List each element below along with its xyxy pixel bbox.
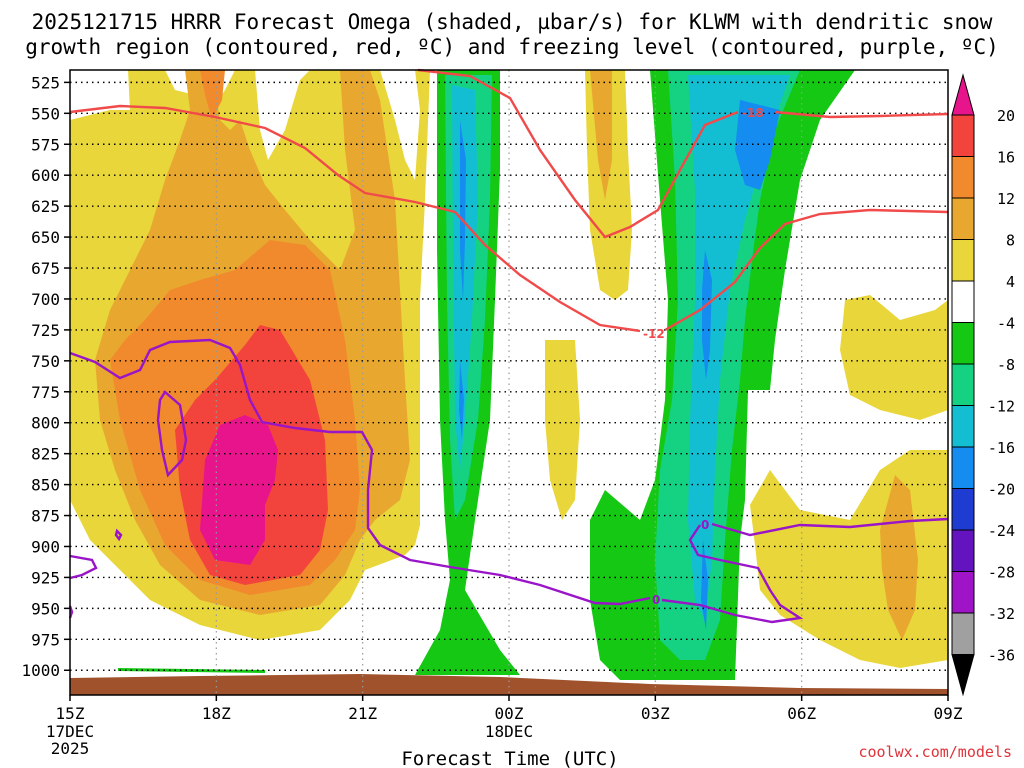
omega-fill-m12-m16-right xyxy=(688,75,790,620)
colorbar-label: 12 xyxy=(997,190,1015,208)
y-tick-label: 625 xyxy=(31,197,60,216)
omega-shading xyxy=(70,70,948,680)
x-tick-label: 03Z xyxy=(641,704,670,723)
omega-fill-4-8-right-upper xyxy=(840,295,948,420)
freezing-contour-main xyxy=(69,338,651,606)
colorbar-swatch xyxy=(951,239,975,282)
colorbar-swatch xyxy=(951,446,975,489)
colorbar-swatch xyxy=(951,114,975,157)
colorbar-swatch xyxy=(951,488,975,531)
y-tick-label: 925 xyxy=(31,568,60,587)
colorbar-label: -20 xyxy=(988,481,1015,499)
colorbar-swatch xyxy=(951,405,975,448)
colorbar-swatch xyxy=(951,571,975,614)
ground-fill xyxy=(70,674,948,695)
freezing-level-contours xyxy=(68,338,949,624)
dendritic-contours xyxy=(69,68,949,333)
y-tick-label: 525 xyxy=(31,73,60,92)
y-tick-label: 850 xyxy=(31,476,60,495)
chart-title-line2: growth region (contoured, red, ºC) and f… xyxy=(25,35,999,59)
omega-fill-8-12-right-lower xyxy=(880,475,918,640)
omega-fill-m16-m20-right xyxy=(735,100,780,190)
colorbar-swatch xyxy=(951,322,975,365)
x-axis-label: Forecast Time (UTC) xyxy=(401,748,618,768)
freezing-contour-far-right xyxy=(711,517,949,537)
freezing-contour-loop xyxy=(156,390,188,478)
freezing-contour-left-edge xyxy=(69,554,98,580)
omega-fill-m16-m20-right2 xyxy=(702,250,712,380)
colorbar-label: -8 xyxy=(997,356,1015,374)
colorbar-swatch xyxy=(951,197,975,240)
freezing-label-b: 0 xyxy=(701,518,709,532)
colorbar-label: -4 xyxy=(997,315,1015,333)
freezing-label-a: 0 xyxy=(652,593,660,607)
y-tick-label: 675 xyxy=(31,259,60,278)
omega-fill-4-8-right-lower xyxy=(750,450,948,668)
colorbar-label: 16 xyxy=(997,149,1015,167)
x-date-label: 18DEC xyxy=(485,722,533,741)
x-tick-label: 09Z xyxy=(934,704,963,723)
dendritic-contour-lower-right xyxy=(774,110,949,119)
x-tick-label: 06Z xyxy=(787,704,816,723)
colorbar-arrow-bottom xyxy=(951,654,975,697)
colorbar-swatch xyxy=(951,612,975,655)
y-tick-label: 575 xyxy=(31,135,60,154)
y-tick-label: 825 xyxy=(31,445,60,464)
credit-text: coolwx.com/models xyxy=(858,743,1012,761)
chart-title-line1: 2025121715 HRRR Forecast Omega (shaded, … xyxy=(32,10,993,34)
x-date-label: 2025 xyxy=(51,739,90,758)
y-axis: 525 550 575 600 625 650 675 700 725 750 775 800 825 8… xyxy=(21,73,70,680)
y-tick-label: 950 xyxy=(31,599,60,618)
colorbar-label: -32 xyxy=(988,605,1015,623)
colorbar-label: -16 xyxy=(988,439,1015,457)
y-tick-label: 775 xyxy=(31,383,60,402)
omega-fill-8-12-mid xyxy=(590,70,612,200)
colorbar-swatch xyxy=(951,363,975,406)
y-tick-label: 725 xyxy=(31,321,60,340)
y-tick-label: 600 xyxy=(31,166,60,185)
y-tick-label: 800 xyxy=(31,414,60,433)
omega-fill-gt20-left xyxy=(200,415,278,565)
colorbar-label: -12 xyxy=(988,398,1015,416)
x-tick-label: 21Z xyxy=(348,704,377,723)
y-tick-label: 550 xyxy=(31,104,60,123)
colorbar-label: 20 xyxy=(997,107,1015,125)
colorbar-arrow-top xyxy=(951,73,975,116)
colorbar-swatch xyxy=(951,529,975,572)
y-tick-label: 975 xyxy=(31,630,60,649)
colorbar-swatch xyxy=(951,280,975,323)
y-tick-label: 650 xyxy=(31,228,60,247)
dendritic-label-minus18: -18 xyxy=(742,106,764,120)
x-tick-label: 00Z xyxy=(495,704,524,723)
y-tick-label: 700 xyxy=(31,290,60,309)
dendritic-label-minus12: -12 xyxy=(643,327,665,341)
omega-fill-4-8-mid-lower xyxy=(545,340,580,520)
freezing-contour-small xyxy=(114,528,123,542)
omega-fill-m16-m20-mid xyxy=(460,120,466,300)
x-tick-label: 15Z xyxy=(56,704,85,723)
y-tick-label: 750 xyxy=(31,352,60,371)
colorbar-swatch xyxy=(951,156,975,199)
omega-fill-m16-m20-mid2 xyxy=(459,360,464,440)
colorbar-label: -24 xyxy=(988,522,1015,540)
dendritic-contour-upper-right xyxy=(664,208,949,332)
dendritic-contour-lower xyxy=(417,68,739,239)
dendritic-contour-upper xyxy=(69,104,641,333)
x-tick-label: 18Z xyxy=(202,704,231,723)
colorbar-label: -36 xyxy=(988,647,1015,665)
x-date-label: 17DEC xyxy=(46,722,94,741)
colorbar-label: 4 xyxy=(1006,273,1015,291)
y-tick-label: 1000 xyxy=(21,661,60,680)
colorbar: 20 16 12 8 4 -4 -8 -12 -16 -20 -24 -28 -32 -36 xyxy=(951,73,1015,697)
y-tick-label: 900 xyxy=(31,537,60,556)
freezing-contour-right xyxy=(661,524,804,624)
omega-fill-m12-m16-mid xyxy=(452,85,478,470)
colorbar-label: 8 xyxy=(1006,232,1015,250)
colorbar-label: -28 xyxy=(988,564,1015,582)
y-tick-label: 875 xyxy=(31,507,60,526)
